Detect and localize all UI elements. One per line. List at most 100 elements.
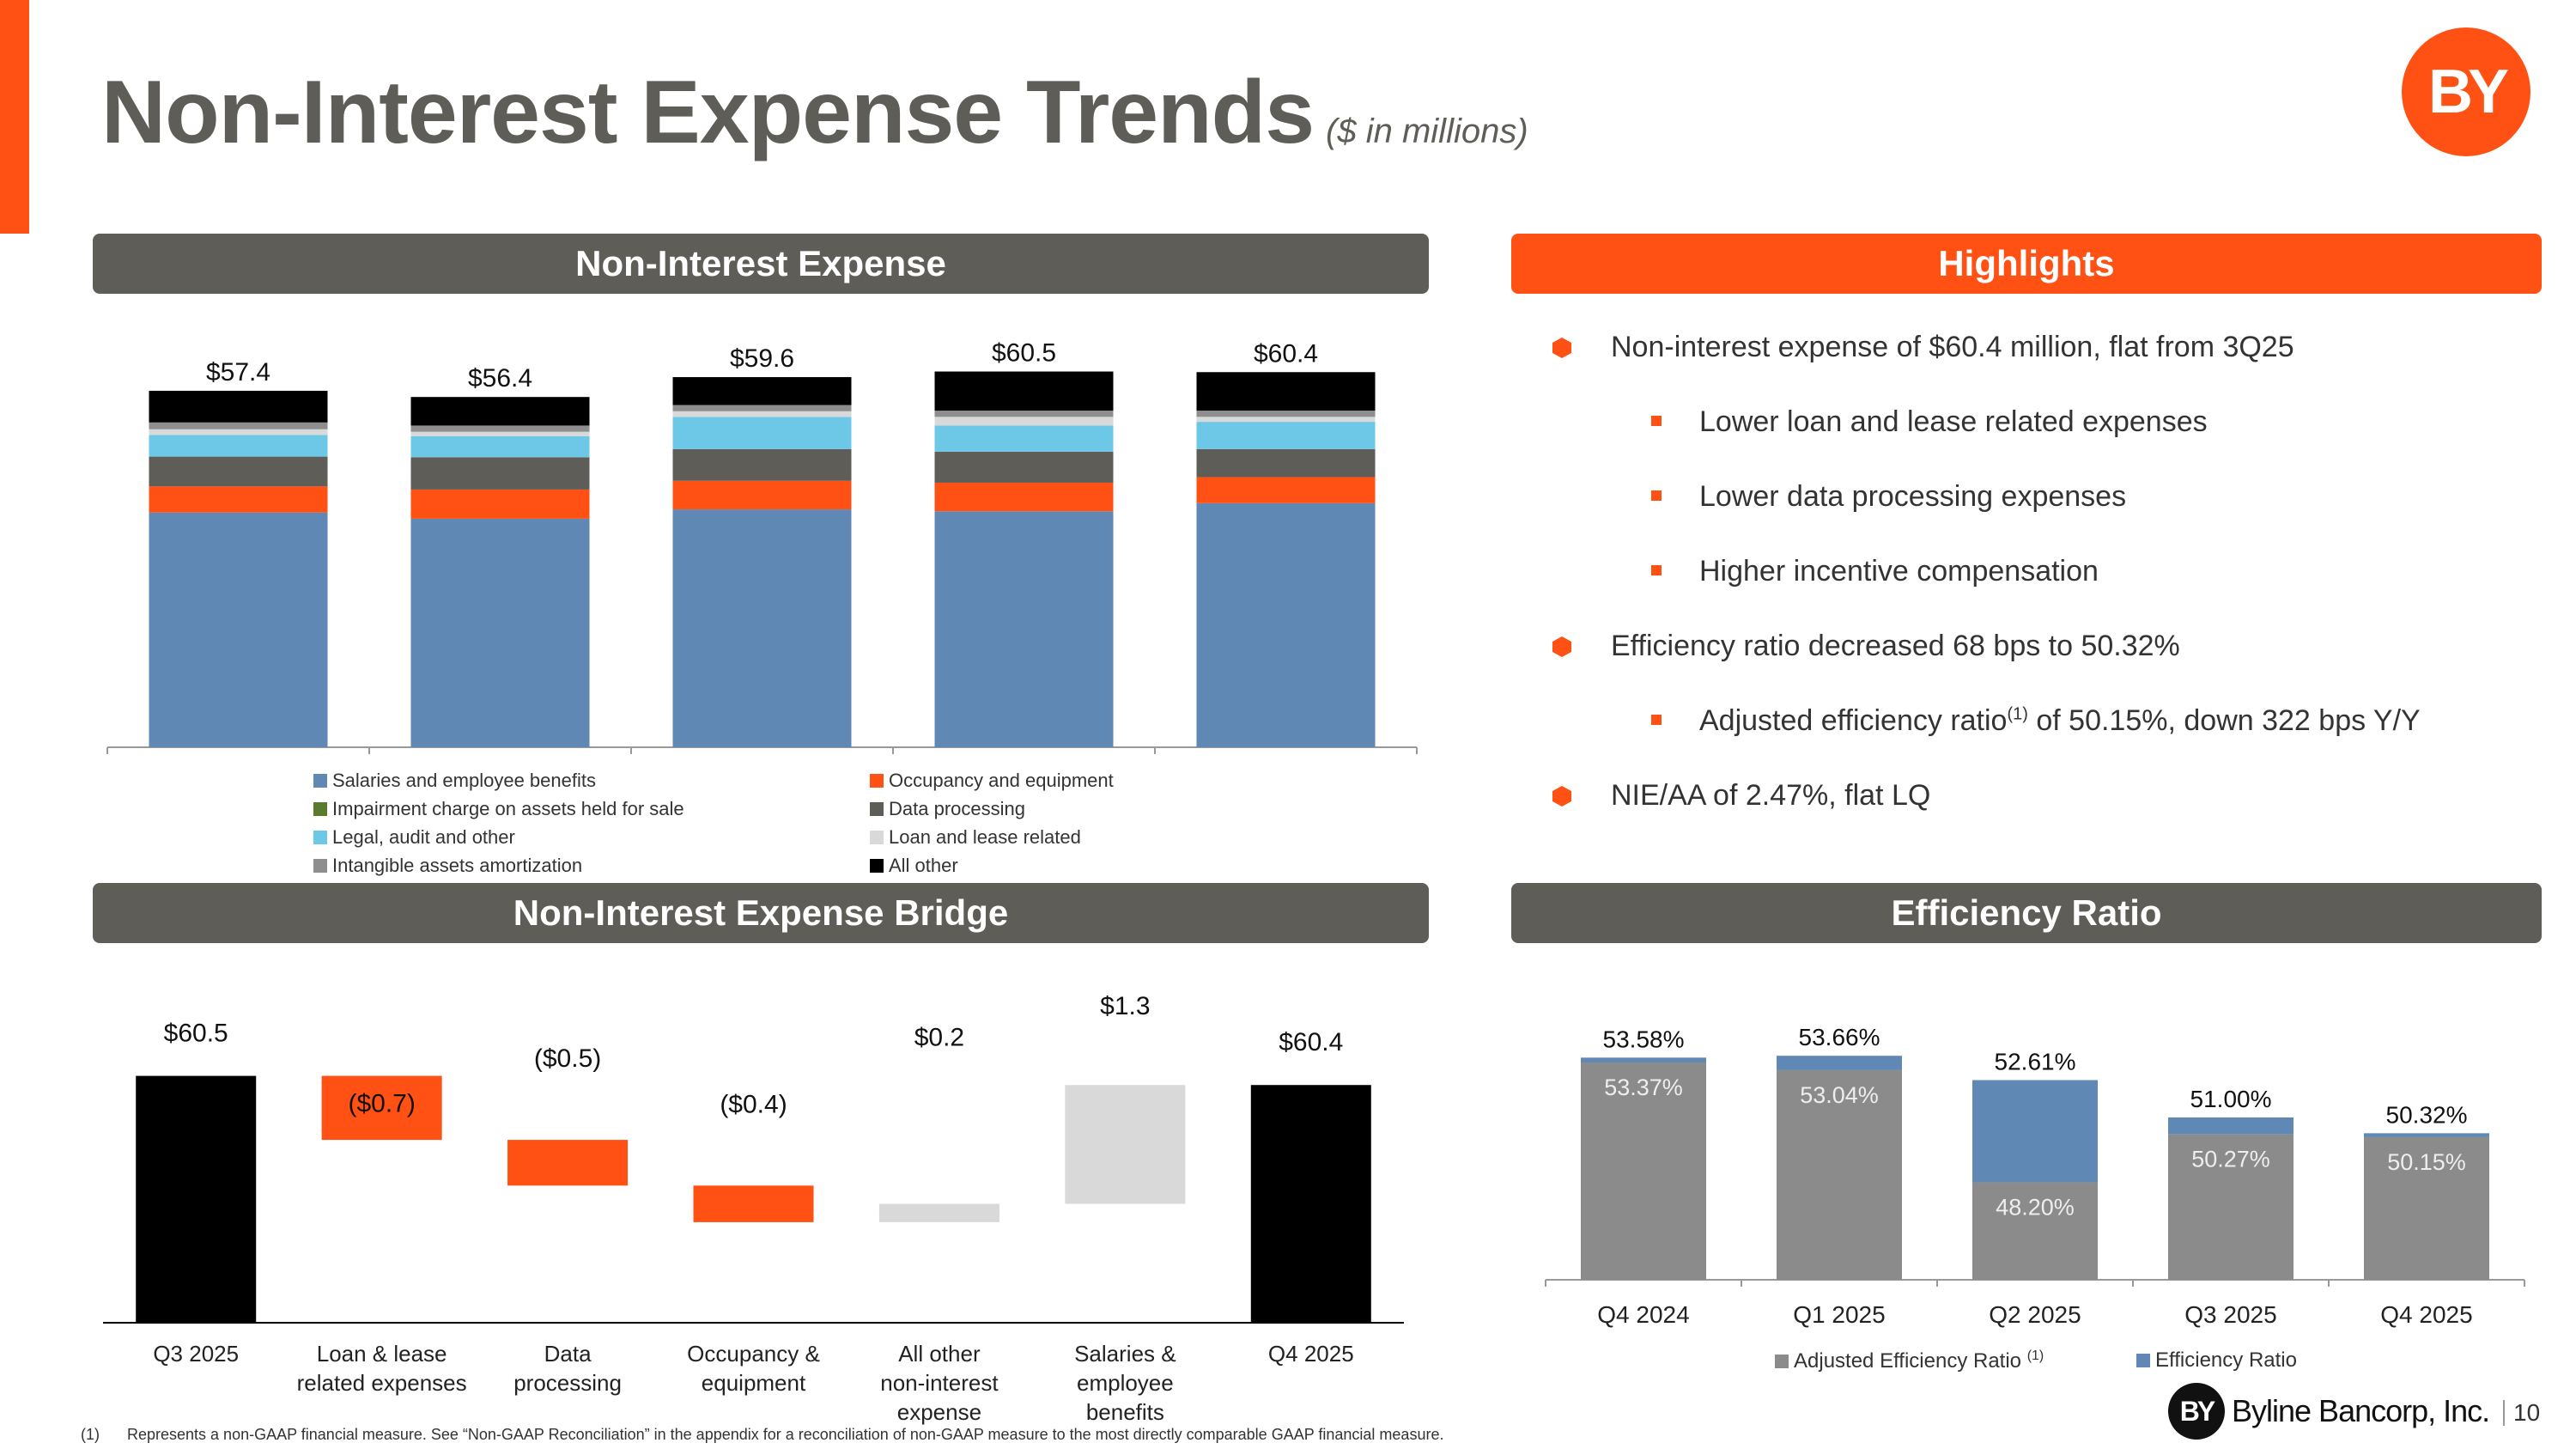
eff-category-label: Q3 2025	[2184, 1301, 2276, 1328]
efficiency-bar	[2168, 1117, 2293, 1135]
efficiency-ratio-chart: 53.58% 53.37% Q4 2024 53.66% 53.04% Q1 2025 52…	[1545, 1024, 2525, 1328]
nie-legend-item: Intangible assets amortization	[313, 855, 582, 877]
nie-bar-segment	[672, 405, 852, 411]
highlight-subbullet: Lower data processing expenses	[1651, 480, 2126, 514]
efficiency-value-label: 53.58%	[1603, 1026, 1685, 1052]
nie-bar-segment	[410, 425, 590, 432]
nie-total-label: $60.4	[1254, 339, 1318, 368]
nie-bar-segment	[672, 509, 852, 747]
hexagon-bullet-icon	[1552, 636, 1571, 657]
page-title: Non-Interest Expense Trends ($ in million…	[101, 62, 1528, 164]
adjusted-value-label: 53.04%	[1800, 1082, 1879, 1108]
bridge-bar	[1250, 1085, 1371, 1323]
byline-brand-name: Byline Bancorp, Inc.	[2232, 1393, 2490, 1428]
hexagon-bullet-icon	[1552, 786, 1571, 807]
nie-bar-segment	[1196, 411, 1376, 417]
nie-legend-item: All other	[870, 855, 958, 877]
bridge-bar	[693, 1185, 814, 1222]
efficiency-value-label: 50.32%	[2386, 1101, 2468, 1128]
nie-legend-item: Legal, audit and other	[313, 826, 515, 849]
nie-bar-segment	[672, 417, 852, 449]
nie-bar-segment	[672, 448, 852, 481]
nie-legend-item: Loan and lease related	[870, 826, 1081, 849]
highlight-subbullet: Higher incentive compensation	[1651, 555, 2099, 588]
byline-footer-logo: BY Byline Bancorp, Inc.	[2168, 1383, 2490, 1440]
nie-stacked-bar-chart: $57.4Q4 2024$56.4Q1 2025$59.6Q2 2025$60.…	[106, 339, 1418, 754]
nie-legend-item: Impairment charge on assets held for sal…	[313, 798, 684, 820]
legend-swatch	[313, 859, 327, 873]
nie-bar-segment	[672, 377, 852, 405]
nie-bar-segment	[149, 429, 328, 435]
highlights-section-header: Highlights	[1511, 234, 2542, 294]
legend-swatch	[313, 831, 327, 844]
legend-label: Intangible assets amortization	[332, 855, 583, 876]
eff-category-label: Q4 2024	[1597, 1301, 1689, 1328]
bridge-category-label: Q4 2025	[1268, 1341, 1354, 1367]
nie-bar-segment	[1196, 372, 1376, 411]
efficiency-value-label: 51.00%	[2190, 1086, 2272, 1112]
byline-mark-icon: BY	[2168, 1383, 2225, 1440]
nie-bar-segment	[149, 486, 328, 513]
nie-bar-segment	[934, 511, 1114, 747]
bridge-value-label: ($0.7)	[348, 1090, 415, 1118]
hexagon-bullet-icon	[1552, 338, 1571, 358]
eff-category-label: Q1 2025	[1793, 1301, 1885, 1328]
legend-swatch-adjusted	[1775, 1355, 1789, 1368]
page-number: 10	[2503, 1400, 2540, 1426]
efficiency-bar	[1972, 1080, 2098, 1183]
legend-swatch-efficiency	[2136, 1354, 2150, 1367]
bridge-category-label: processing	[513, 1370, 622, 1396]
legend-swatch	[870, 802, 884, 816]
bridge-category-label: benefits	[1086, 1399, 1164, 1425]
adjusted-efficiency-bar	[1777, 1069, 1902, 1280]
nie-bar-segment	[149, 422, 328, 429]
legend-swatch	[313, 774, 327, 788]
eff-category-label: Q2 2025	[1989, 1301, 2081, 1328]
legend-label: Salaries and employee benefits	[332, 770, 596, 791]
nie-bar-segment	[410, 431, 590, 436]
legend-label: Loan and lease related	[889, 826, 1081, 848]
nie-bar-segment	[934, 482, 1114, 512]
efficiency-section-header: Efficiency Ratio	[1511, 883, 2542, 943]
adjusted-value-label: 50.27%	[2191, 1147, 2270, 1172]
adjusted-efficiency-bar	[1581, 1062, 1706, 1280]
eff-category-label: Q4 2025	[2380, 1301, 2472, 1328]
nie-legend-item: Data processing	[870, 798, 1025, 820]
bridge-category-label: Occupancy &	[687, 1341, 820, 1367]
nie-total-label: $60.5	[992, 339, 1056, 368]
efficiency-bar	[1581, 1057, 1706, 1063]
legend-label: Legal, audit and other	[332, 826, 515, 848]
highlight-subbullet: Adjusted efficiency ratio(1) of 50.15%, …	[1651, 704, 2421, 738]
bridge-value-label: ($0.4)	[720, 1090, 787, 1118]
efficiency-value-label: 53.66%	[1799, 1024, 1880, 1050]
nie-total-label: $57.4	[206, 358, 270, 387]
legend-label: Occupancy and equipment	[889, 770, 1114, 791]
nie-bar-segment	[410, 457, 590, 490]
nie-bar-segment	[934, 371, 1114, 411]
legend-label: Impairment charge on assets held for sal…	[332, 798, 684, 819]
highlight-bullet: NIE/AA of 2.47%, flat LQ	[1552, 779, 1930, 813]
left-accent-bar	[0, 0, 29, 234]
adjusted-value-label: 53.37%	[1604, 1075, 1683, 1100]
bridge-section-header: Non-Interest Expense Bridge	[93, 883, 1429, 943]
bridge-bar	[1065, 1085, 1186, 1204]
bridge-bar	[136, 1075, 257, 1323]
nie-bar-segment	[410, 489, 590, 519]
adjusted-efficiency-bar	[2168, 1134, 2293, 1280]
nie-total-label: $59.6	[730, 344, 794, 373]
bridge-value-label: $0.2	[914, 1024, 964, 1052]
adjusted-value-label: 48.20%	[1996, 1195, 2075, 1221]
bridge-value-label: $60.5	[164, 1020, 228, 1048]
nie-bar-segment	[410, 435, 590, 458]
legend-label: All other	[889, 855, 958, 876]
nie-bar-segment	[1196, 477, 1376, 503]
bridge-value-label: $1.3	[1100, 992, 1150, 1020]
nie-section-header: Non-Interest Expense	[93, 234, 1429, 294]
efficiency-legend-ratio: Efficiency Ratio	[2136, 1349, 2297, 1373]
byline-logo-icon: BY	[2402, 27, 2530, 156]
nie-bar-segment	[934, 411, 1114, 417]
bridge-bar	[321, 1075, 442, 1141]
legend-label: Data processing	[889, 798, 1025, 819]
nie-bar-segment	[1196, 448, 1376, 478]
bridge-category-label: Data	[544, 1341, 592, 1367]
